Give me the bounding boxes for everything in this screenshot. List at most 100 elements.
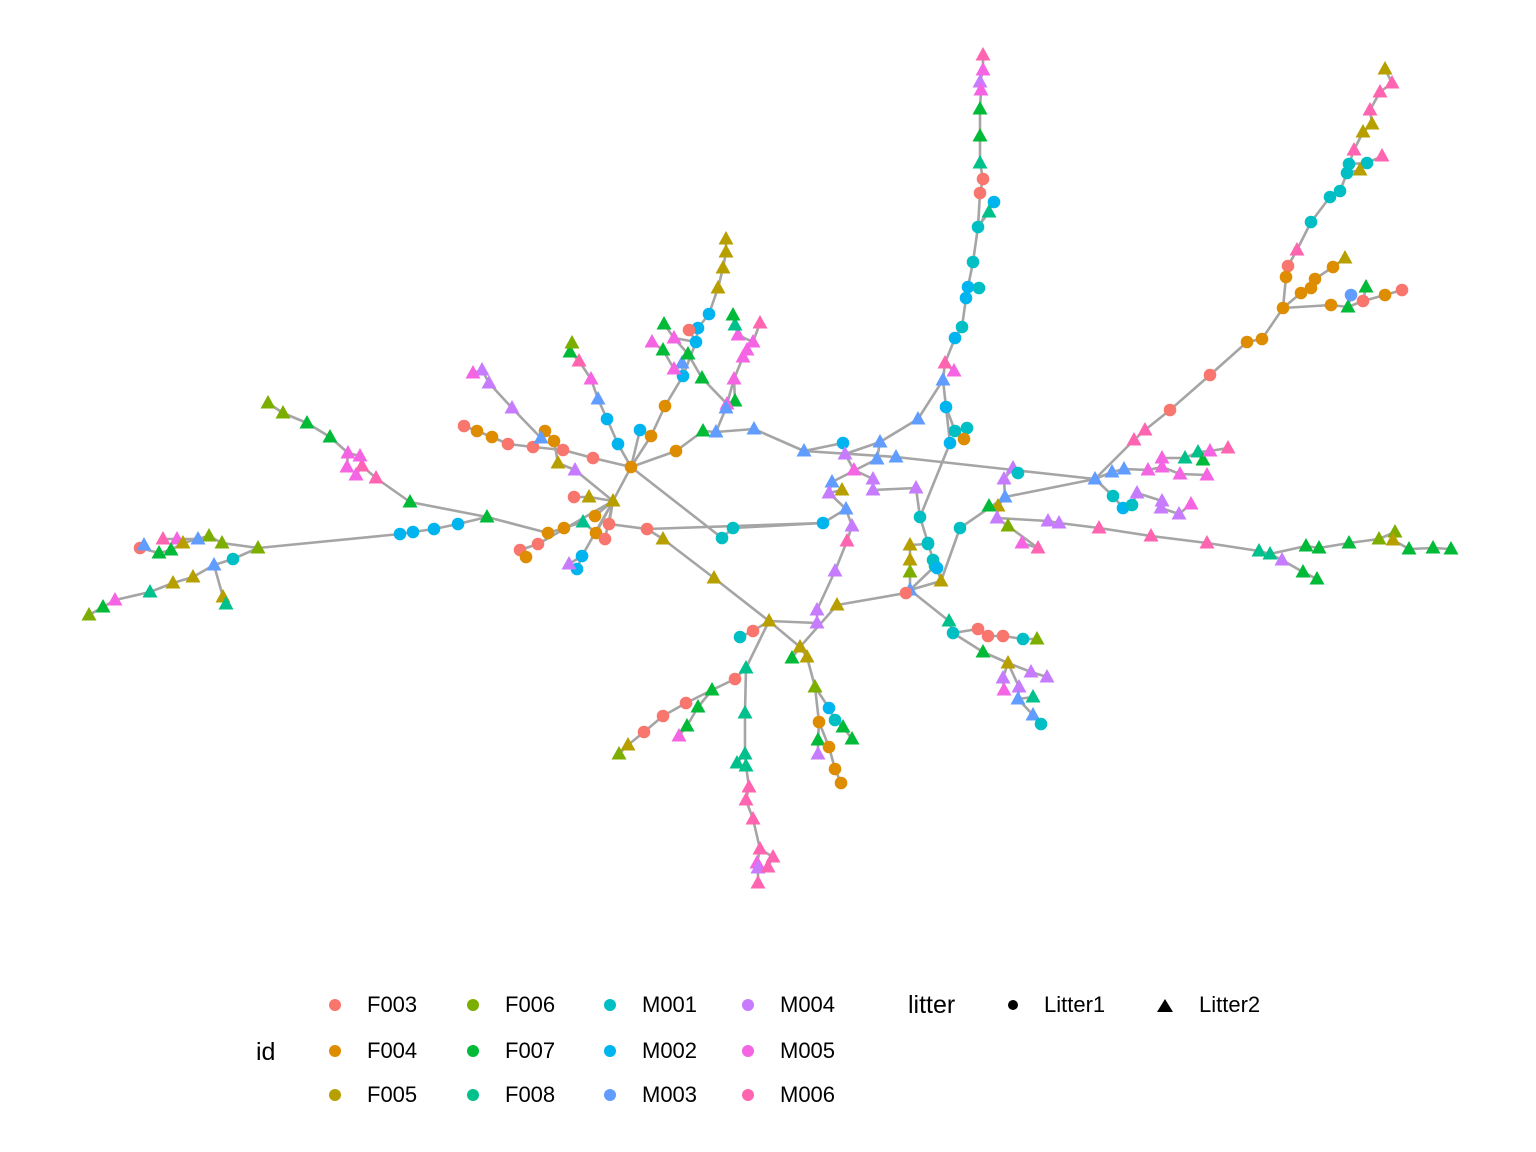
graph-node: [620, 737, 636, 751]
graph-node: [556, 443, 570, 457]
graph-node: [393, 527, 407, 541]
graph-node: [1025, 707, 1041, 721]
graph-node: [694, 370, 710, 384]
graph-node: [733, 630, 747, 644]
graph-node: [218, 596, 234, 610]
graph-node: [567, 490, 581, 504]
graph-node: [971, 622, 985, 636]
graph-node: [640, 522, 654, 536]
graph-node: [1171, 506, 1187, 520]
graph-node: [972, 101, 988, 115]
graph-node: [1298, 538, 1314, 552]
graph-node: [1203, 368, 1217, 382]
graph-node: [165, 575, 181, 589]
graph-node: [930, 561, 944, 575]
graph-node: [718, 244, 734, 258]
graph-node: [1385, 532, 1401, 546]
graph-node: [190, 531, 206, 545]
graph-node: [679, 696, 693, 710]
graph-node: [760, 859, 776, 873]
graph-node: [1352, 162, 1368, 176]
graph-node: [1000, 518, 1016, 532]
graph-node: [726, 371, 742, 385]
graph-node: [737, 705, 753, 719]
graph-node: [1129, 485, 1145, 499]
graph-node: [824, 474, 840, 488]
graph-node: [1034, 717, 1048, 731]
graph-node: [368, 470, 384, 484]
graph-node: [834, 776, 848, 790]
graph-node: [339, 459, 355, 473]
graph-node: [835, 719, 851, 733]
graph-node: [996, 471, 1012, 485]
graph-node: [921, 537, 935, 551]
graph-edge: [752, 427, 806, 453]
graph-node: [656, 316, 672, 330]
graph-node: [1011, 679, 1027, 693]
graph-node: [605, 493, 621, 507]
graph-node: [1372, 84, 1388, 98]
graph-node: [1202, 443, 1218, 457]
graph-node: [741, 779, 757, 793]
graph-node: [406, 525, 420, 539]
graph-node: [1051, 515, 1067, 529]
graph-node: [737, 746, 753, 760]
graph-edge: [113, 590, 152, 602]
graph-node: [981, 629, 995, 643]
graph-node: [571, 353, 587, 367]
graph-node: [564, 335, 580, 349]
graph-node: [682, 323, 696, 337]
graph-node: [948, 424, 962, 438]
graph-node: [975, 47, 991, 61]
graph-node: [1190, 444, 1206, 458]
graph-node: [163, 542, 179, 556]
graph-node: [1087, 471, 1103, 485]
graph-node: [810, 746, 826, 760]
graph-edge: [871, 486, 918, 492]
graph-node: [937, 355, 953, 369]
graph-node: [1143, 528, 1159, 542]
graph-node: [809, 615, 825, 629]
graph-node: [1377, 61, 1393, 75]
graph-node: [981, 498, 997, 512]
graph-node: [1010, 691, 1026, 705]
graph-node: [1340, 299, 1356, 313]
graph-node: [838, 501, 854, 515]
graph-node: [666, 361, 682, 375]
graph-node: [95, 599, 111, 613]
graph-node: [996, 682, 1012, 696]
graph-node: [913, 510, 927, 524]
graph-node: [175, 535, 191, 549]
graph-node: [1425, 540, 1441, 554]
graph-node: [690, 699, 706, 713]
graph-node: [427, 522, 441, 536]
graph-node: [821, 485, 837, 499]
graph-node: [730, 327, 746, 341]
graph-edge: [1347, 537, 1381, 545]
graph-node: [562, 344, 578, 358]
graph-node: [214, 535, 230, 549]
graph-node: [727, 393, 743, 407]
graph-node: [1358, 279, 1374, 293]
graph-node: [972, 128, 988, 142]
graph-node: [828, 713, 842, 727]
graph-node: [810, 732, 826, 746]
graph-node: [718, 400, 734, 414]
graph-node: [547, 434, 561, 448]
graph-edge: [629, 428, 642, 469]
graph-node: [746, 421, 762, 435]
graph-node: [1154, 450, 1170, 464]
graph-edge: [1097, 526, 1153, 538]
graph-node: [997, 489, 1013, 503]
graph-edge: [485, 515, 550, 535]
graph-node: [1340, 166, 1354, 180]
graph-node: [340, 445, 356, 459]
graph-node: [275, 405, 291, 419]
graph-node: [902, 564, 918, 578]
graph-node: [981, 204, 997, 218]
graph-node: [1195, 452, 1211, 466]
graph-node: [533, 430, 549, 444]
graph-node: [1199, 535, 1215, 549]
graph-node: [1255, 332, 1269, 346]
graph-node: [1011, 466, 1025, 480]
